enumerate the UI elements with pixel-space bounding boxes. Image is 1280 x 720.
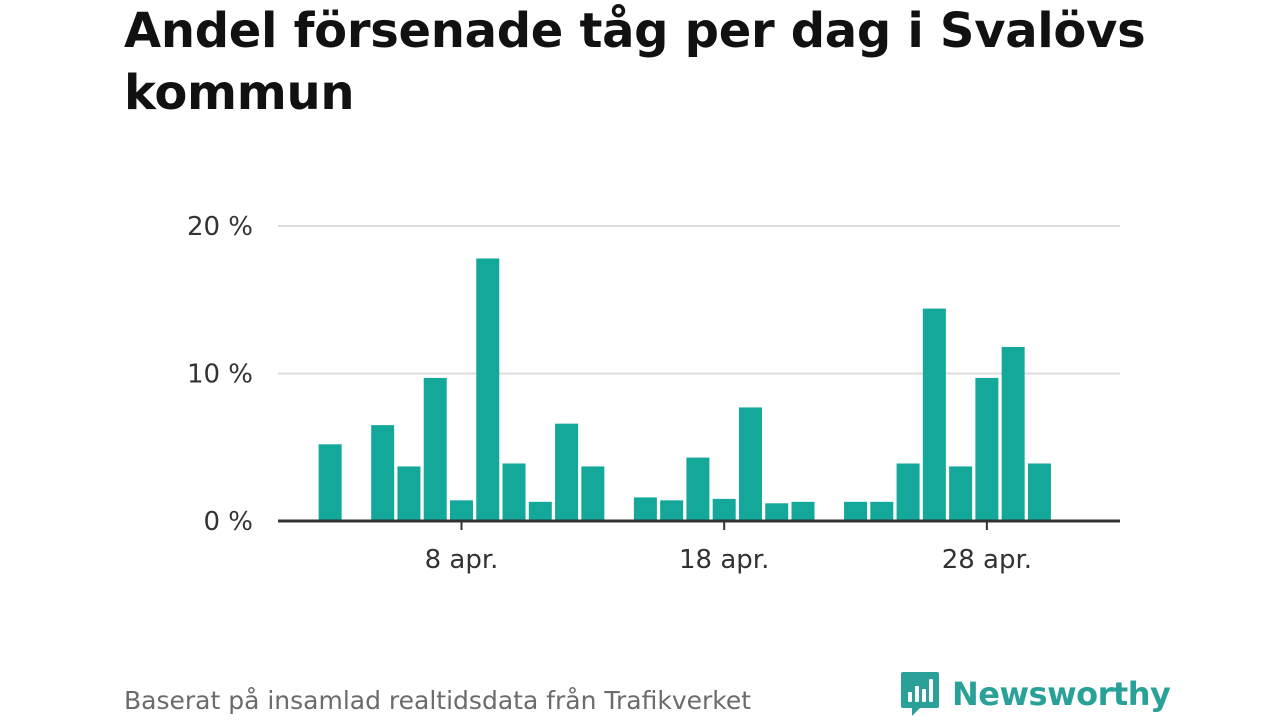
bar	[371, 425, 395, 522]
bars	[318, 258, 1051, 522]
bar	[896, 463, 920, 521]
y-tick-label: 10 %	[187, 360, 253, 390]
bar	[949, 466, 973, 521]
bar	[449, 500, 473, 521]
bar	[476, 258, 500, 521]
bar	[975, 377, 999, 521]
bar	[581, 466, 605, 521]
bar	[738, 407, 762, 521]
bar	[423, 377, 447, 521]
x-axis	[278, 519, 1120, 530]
x-tick-label: 28 apr.	[942, 545, 1032, 575]
bar	[555, 423, 579, 521]
x-tick-label: 8 apr.	[425, 545, 499, 575]
tick-labels: 0 % 10 % 20 % 8 apr. 18 apr. 28 apr.	[187, 212, 1032, 575]
bar	[791, 501, 815, 521]
newsworthy-logo-icon	[901, 672, 939, 716]
bar	[660, 500, 684, 521]
bar	[1001, 346, 1025, 521]
y-tick-label: 0 %	[203, 507, 253, 537]
bar	[397, 466, 421, 521]
grid-lines	[278, 225, 1120, 375]
source-note: Baserat på insamlad realtidsdata från Tr…	[124, 686, 752, 715]
bar	[528, 501, 552, 521]
newsworthy-logo: Newsworthy	[900, 670, 1171, 718]
bar	[922, 308, 946, 521]
bar	[870, 501, 894, 521]
bar	[502, 463, 526, 521]
brand-name: Newsworthy	[952, 675, 1171, 713]
bar	[765, 503, 789, 521]
x-tick-label: 18 apr.	[679, 545, 769, 575]
bar	[633, 497, 657, 521]
y-tick-label: 20 %	[187, 212, 253, 242]
bar	[686, 457, 710, 521]
chart-title: Andel försenade tåg per dag i Svalövs ko…	[124, 3, 1146, 121]
bar	[1027, 463, 1051, 521]
bar	[318, 444, 342, 521]
bar	[712, 498, 736, 522]
bar	[844, 501, 868, 521]
